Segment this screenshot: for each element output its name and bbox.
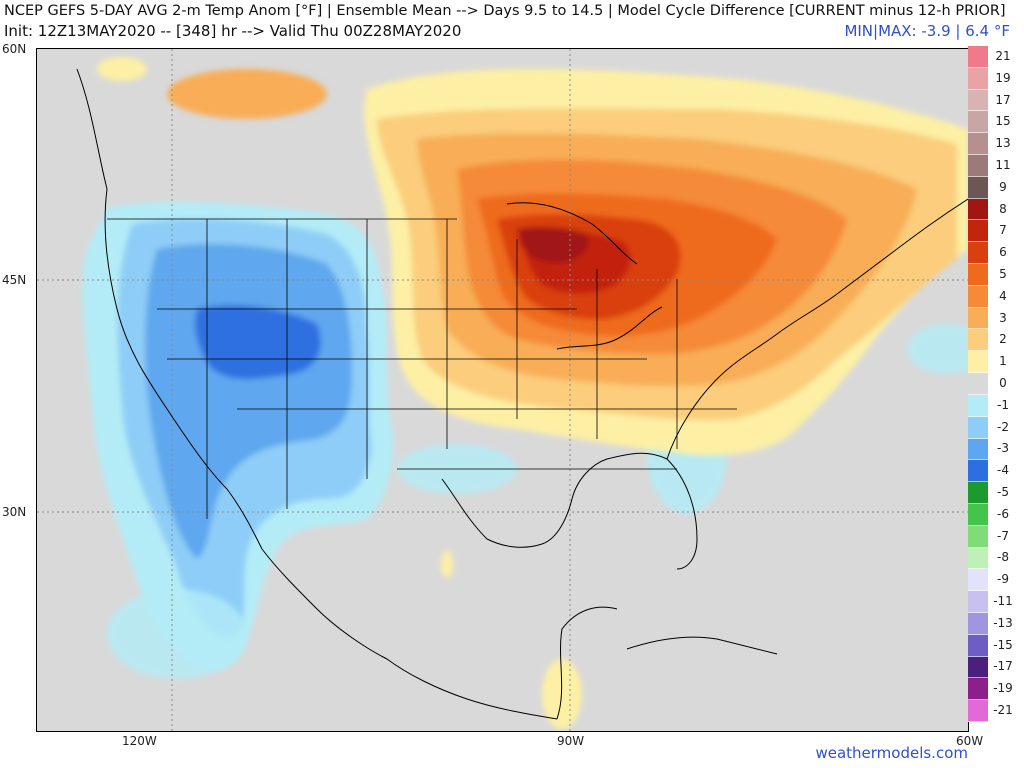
legend-swatch [968, 176, 988, 199]
legend-label: -17 [993, 659, 1013, 674]
legend-swatch [968, 634, 988, 657]
legend-swatch [968, 89, 988, 112]
legend-swatch [968, 264, 988, 286]
lat-label-60n: 60N [2, 42, 27, 56]
legend-swatch [968, 416, 988, 439]
legend-swatch [968, 591, 988, 613]
graticule [37, 49, 968, 731]
lon-label-90w: 90W [557, 734, 585, 748]
coastlines [76, 68, 968, 720]
legend-label: 4 [999, 288, 1007, 303]
legend-swatch [968, 198, 988, 221]
legend-swatch [968, 482, 988, 504]
legend-label: 5 [999, 266, 1007, 281]
legend-label: -21 [993, 703, 1013, 718]
legend-label: -15 [993, 637, 1013, 652]
legend-label: 17 [995, 92, 1011, 107]
legend-label: 8 [999, 201, 1007, 216]
lat-label-30n: 30N [2, 505, 27, 519]
legend-swatch [968, 569, 988, 592]
legend-label: 1 [999, 354, 1007, 369]
legend-label: -8 [997, 550, 1009, 565]
legend-swatch [968, 678, 988, 701]
legend-label: -7 [997, 528, 1009, 543]
legend-swatch [968, 67, 988, 90]
cold-anomaly-atlantic [907, 324, 968, 374]
legend-swatch [968, 133, 988, 156]
cold-anomaly-pacific [107, 589, 247, 679]
min-max-readout: MIN|MAX: -3.9 | 6.4 °F [844, 22, 1010, 40]
legend-label: 15 [995, 114, 1011, 129]
legend-swatch [968, 700, 988, 722]
legend-label: 2 [999, 332, 1007, 347]
lon-label-60w: 60W [956, 734, 984, 748]
legend-label: -13 [993, 615, 1013, 630]
legend-label: 0 [999, 376, 1007, 390]
anomaly-map [36, 48, 969, 732]
legend-swatch [968, 460, 988, 483]
legend-swatch [968, 285, 988, 308]
watermark: weathermodels.com [815, 744, 968, 762]
legend-label: 9 [999, 179, 1007, 194]
legend-label: -11 [993, 594, 1013, 609]
map-title: NCEP GEFS 5-DAY AVG 2-m Temp Anom [°F] |… [4, 3, 1006, 19]
legend-swatch [968, 438, 988, 461]
legend-swatch [968, 242, 988, 265]
legend-label: -9 [997, 572, 1009, 587]
legend-label: 7 [999, 223, 1007, 238]
legend-label: 19 [995, 70, 1011, 85]
legend-label: -1 [997, 397, 1009, 412]
legend-swatch [968, 547, 988, 570]
legend-swatch [968, 111, 988, 134]
legend-swatch [968, 503, 988, 526]
legend-label: -19 [993, 681, 1013, 696]
legend-swatch [968, 612, 988, 635]
legend-swatch [968, 394, 988, 417]
legend-swatch [968, 307, 988, 330]
init-valid-line: Init: 12Z13MAY2020 -- [348] hr --> Valid… [4, 22, 462, 40]
legend-label: -5 [997, 485, 1009, 500]
color-scale-legend [968, 46, 990, 722]
lon-label-120w: 120W [122, 734, 157, 748]
state-borders [107, 218, 737, 519]
legend-label: 3 [999, 310, 1007, 325]
legend-swatch [968, 329, 988, 352]
legend-label: 11 [995, 157, 1011, 172]
lat-label-45n: 45N [2, 273, 27, 287]
legend-label: 21 [995, 48, 1011, 63]
legend-label: 13 [995, 136, 1011, 151]
legend-swatch [968, 351, 988, 374]
legend-swatch [968, 220, 988, 243]
legend-swatch [968, 656, 988, 679]
legend-swatch [968, 46, 988, 68]
legend-label: 6 [999, 245, 1007, 260]
legend-label: -6 [997, 506, 1009, 521]
legend-label: -2 [997, 419, 1009, 434]
legend-label: -3 [997, 441, 1009, 456]
legend-swatch [968, 373, 988, 395]
legend-label: -4 [997, 463, 1009, 478]
cold-anomaly-region [82, 202, 393, 670]
legend-swatch [968, 155, 988, 177]
legend-swatch [968, 525, 988, 548]
